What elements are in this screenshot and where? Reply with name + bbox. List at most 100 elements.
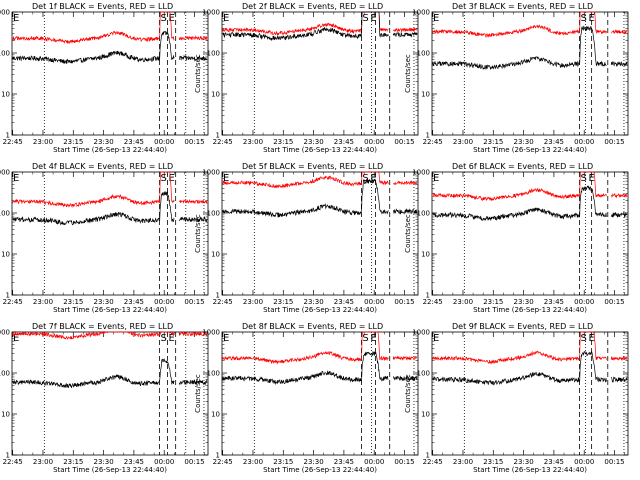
marker-label: S [581, 173, 587, 184]
x-tick-label: 23:00 [33, 138, 53, 146]
y-tick-label: 100 [0, 210, 10, 218]
x-tick-label: 23:00 [33, 458, 53, 466]
panel-5: Det 5f BLACK = Events, RED = LLD 1 10 100 10… [194, 162, 419, 314]
y-tick-label: 10 [421, 251, 430, 259]
panel-2: Det 2f BLACK = Events, RED = LLD 1 10 100 10… [194, 2, 419, 154]
y-tick-label: 100 [417, 50, 430, 58]
marker-label: E [223, 173, 229, 184]
x-tick-label: 00:15 [394, 298, 414, 306]
x-tick-label: 23:15 [483, 138, 503, 146]
plot-frame [431, 171, 629, 296]
x-tick-label: 23:15 [63, 458, 83, 466]
y-tick-label: 10 [421, 411, 430, 419]
lld-series-line [392, 27, 418, 33]
marker-label: E [433, 13, 439, 24]
marker-label: E [169, 333, 175, 344]
x-tick-label: 00:15 [394, 458, 414, 466]
x-tick-label: 00:15 [604, 298, 624, 306]
events-series-line [12, 358, 175, 389]
x-tick-label: 23:00 [453, 298, 473, 306]
x-tick-label: 00:00 [154, 298, 174, 306]
x-tick-label: 22:45 [423, 298, 443, 306]
x-tick-label: 23:15 [273, 138, 293, 146]
y-tick-label: 100 [207, 50, 220, 58]
panel-1: Det 1f BLACK = Events, RED = LLD 1 10 100 10… [0, 2, 209, 154]
x-tick-label: 22:45 [213, 298, 233, 306]
x-tick-label: 23:15 [273, 298, 293, 306]
x-tick-label: 00:15 [184, 298, 204, 306]
y-tick-label: 1000 [412, 9, 430, 17]
x-tick-label: 00:00 [574, 298, 594, 306]
events-series-line [392, 374, 418, 382]
lld-series-line [222, 11, 389, 36]
x-tick-label: 23:30 [94, 138, 114, 146]
y-tick-label: 1 [216, 291, 220, 299]
x-tick-label: 23:30 [514, 298, 534, 306]
lld-series-line [12, 330, 175, 340]
x-tick-label: 23:00 [243, 458, 263, 466]
lld-series-line [12, 11, 175, 45]
y-tick-label: 1 [426, 291, 430, 299]
lld-series-line [12, 171, 175, 209]
y-axis-label: Counts/sec [194, 54, 202, 93]
x-tick-label: 23:00 [453, 458, 473, 466]
y-tick-label: 10 [211, 91, 220, 99]
x-axis-label: Start Time (26-Sep-13 22:44:40) [263, 466, 377, 474]
events-series-line [12, 31, 175, 64]
x-tick-label: 23:30 [304, 298, 324, 306]
y-tick-label: 10 [211, 251, 220, 259]
y-axis-label: Counts/sec [194, 374, 202, 413]
x-tick-label: 22:45 [3, 298, 23, 306]
panel-3: Det 3f BLACK = Events, RED = LLD 1 10 100 10… [404, 2, 629, 154]
y-tick-label: 1000 [412, 169, 430, 177]
y-tick-label: 1000 [0, 9, 10, 17]
plot-frame [431, 11, 629, 136]
x-tick-label: 22:45 [3, 138, 23, 146]
panel-title: Det 3f BLACK = Events, RED = LLD [452, 2, 593, 11]
y-tick-label: 1 [426, 451, 430, 459]
marker-label: E [433, 173, 439, 184]
y-axis-label: Counts/sec [404, 374, 412, 413]
x-tick-label: 23:45 [124, 138, 144, 146]
lld-series-line [432, 171, 607, 202]
marker-label: S [161, 13, 167, 24]
plot-frame [11, 11, 209, 136]
marker-label: E [13, 13, 19, 24]
x-tick-label: 00:00 [574, 458, 594, 466]
y-axis-label: Counts/sec [194, 214, 202, 253]
x-tick-label: 00:15 [184, 458, 204, 466]
events-series-line [392, 31, 418, 38]
y-tick-label: 100 [0, 370, 10, 378]
events-series-line [178, 379, 208, 386]
x-tick-label: 23:30 [94, 298, 114, 306]
events-series-line [178, 215, 208, 223]
x-tick-label: 00:00 [154, 138, 174, 146]
y-axis-label: Counts/sec [404, 54, 412, 93]
x-tick-label: 00:00 [154, 458, 174, 466]
y-tick-label: 1 [6, 131, 10, 139]
lld-series-line [432, 331, 607, 365]
panel-title: Det 6f BLACK = Events, RED = LLD [452, 162, 593, 171]
x-axis-label: Start Time (26-Sep-13 22:44:40) [473, 466, 587, 474]
y-tick-label: 10 [211, 411, 220, 419]
marker-label: S [581, 13, 587, 24]
plot-frame [221, 331, 419, 456]
panel-title: Det 9f BLACK = Events, RED = LLD [452, 322, 593, 331]
x-tick-label: 23:30 [94, 458, 114, 466]
y-tick-label: 1000 [202, 169, 220, 177]
marker-label: E [370, 13, 376, 24]
x-axis-label: Start Time (26-Sep-13 22:44:40) [473, 306, 587, 314]
lld-series-line [610, 355, 628, 361]
y-tick-label: 1000 [202, 9, 220, 17]
marker-label: S [362, 333, 368, 344]
x-tick-label: 23:15 [483, 458, 503, 466]
x-tick-label: 23:30 [514, 138, 534, 146]
x-tick-label: 23:00 [243, 298, 263, 306]
y-tick-label: 10 [1, 411, 10, 419]
x-tick-label: 00:00 [364, 458, 384, 466]
marker-label: E [13, 333, 19, 344]
marker-label: E [13, 173, 19, 184]
events-series-line [222, 351, 389, 386]
x-tick-label: 00:00 [364, 298, 384, 306]
plot-frame [221, 11, 419, 136]
